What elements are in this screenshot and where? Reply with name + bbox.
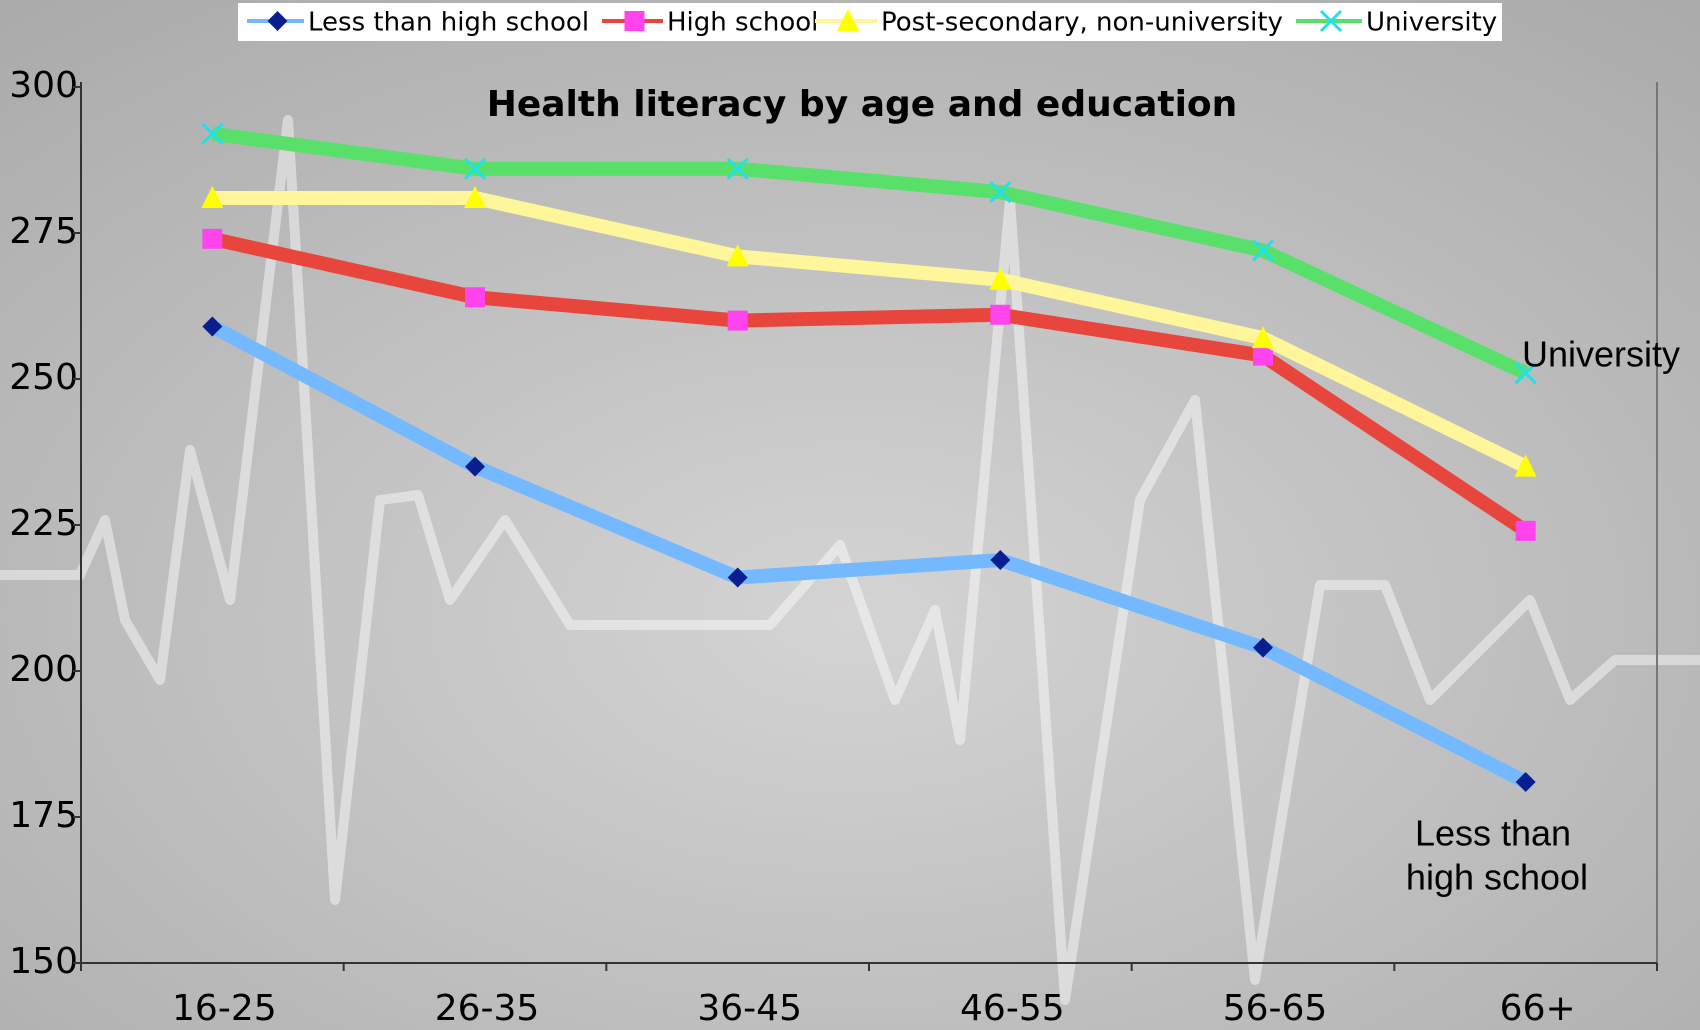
marker: [837, 9, 859, 31]
x-tick-label: 16-25: [172, 988, 277, 1029]
marker: [267, 11, 288, 31]
x-tick-label: 56-65: [1223, 988, 1328, 1029]
series-line: [210, 232, 1530, 537]
annotation: University: [1522, 334, 1680, 375]
legend-label: High school: [667, 8, 818, 38]
y-tick-label: 300: [9, 65, 78, 106]
marker: [624, 11, 645, 31]
marker: [1253, 637, 1273, 658]
marker: [465, 456, 485, 477]
series: [202, 228, 1536, 541]
marker: [201, 122, 224, 145]
marker: [464, 185, 486, 208]
y-tick-label: 275: [9, 211, 78, 252]
marker: [1251, 239, 1275, 262]
series-line: [212, 190, 1529, 473]
marker: [1252, 326, 1274, 349]
y-tick-label: 150: [9, 941, 78, 982]
marker: [202, 228, 223, 249]
marker: [990, 304, 1011, 325]
marker: [727, 567, 748, 588]
annotation: high school: [1406, 857, 1588, 898]
marker: [1514, 362, 1537, 385]
marker: [1253, 345, 1273, 366]
marker: [463, 157, 487, 180]
x-tick-label: 26-35: [435, 988, 540, 1029]
marker: [989, 267, 1012, 290]
marker: [201, 185, 224, 208]
marker: [726, 157, 749, 180]
ecg-decoration: [0, 115, 1700, 1005]
x-tick-label: 46-55: [960, 988, 1065, 1029]
marker: [726, 244, 749, 267]
marker: [1319, 9, 1343, 33]
x-tick-label: 66+: [1500, 988, 1576, 1029]
series-line: [209, 320, 1529, 789]
series-line: [211, 126, 1529, 380]
marker: [465, 287, 485, 308]
legend-label: Less than high school: [308, 8, 589, 38]
annotation: Less than: [1415, 813, 1571, 854]
x-tick-label: 36-45: [697, 988, 802, 1029]
legend-label: University: [1366, 8, 1497, 38]
series: [201, 122, 1537, 385]
marker: [990, 550, 1011, 571]
marker: [1515, 520, 1536, 541]
marker: [989, 181, 1012, 204]
marker: [202, 316, 223, 337]
chart-title: Health literacy by age and education: [487, 84, 1238, 125]
marker: [1514, 454, 1537, 477]
y-tick-label: 225: [9, 503, 78, 544]
y-tick-label: 175: [9, 795, 78, 836]
series: [202, 316, 1536, 792]
marker: [1515, 771, 1536, 792]
legend-label: Post-secondary, non-university: [881, 8, 1283, 38]
marker: [727, 310, 748, 331]
y-tick-label: 250: [9, 357, 78, 398]
y-tick-label: 200: [9, 649, 78, 690]
series: [201, 185, 1537, 477]
